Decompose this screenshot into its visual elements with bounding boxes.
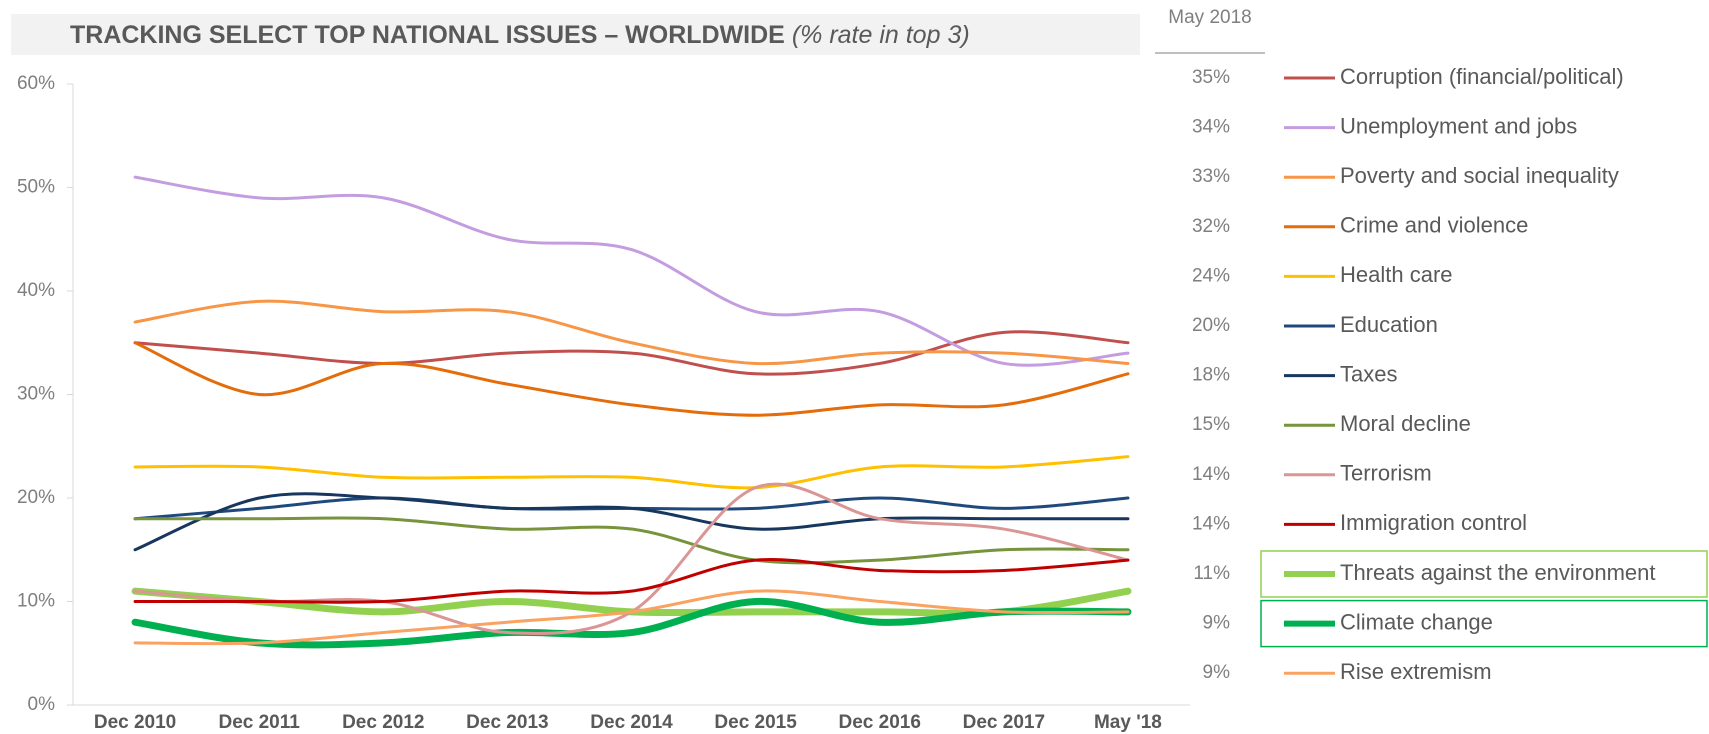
legend-label: Education — [1340, 312, 1438, 337]
series-line — [133, 299, 1130, 366]
legend-label: Rise extremism — [1340, 659, 1492, 684]
y-tick-label: 60% — [17, 73, 55, 94]
legend-value: 18% — [1192, 365, 1230, 386]
x-tick-label: Dec 2017 — [963, 712, 1045, 733]
legend-label: Crime and violence — [1340, 213, 1528, 238]
series-line — [133, 516, 1130, 565]
series-line — [133, 589, 1130, 646]
legend-label: Threats against the environment — [1340, 560, 1656, 585]
y-tick-label: 40% — [17, 280, 55, 301]
legend-label: Poverty and social inequality — [1340, 163, 1619, 188]
x-tick-label: Dec 2011 — [218, 712, 300, 733]
series-line — [133, 330, 1130, 376]
x-tick-label: Dec 2014 — [590, 712, 673, 733]
title-text: TRACKING SELECT TOP NATIONAL ISSUES – WO… — [70, 21, 785, 49]
legend-value: 9% — [1203, 662, 1231, 683]
legend-value: 15% — [1192, 414, 1230, 435]
x-tick-label: Dec 2012 — [342, 712, 424, 733]
legend-label: Immigration control — [1340, 510, 1527, 535]
x-tick-label: May '18 — [1094, 712, 1162, 733]
y-tick-label: 10% — [17, 591, 55, 612]
legend-value: 34% — [1192, 117, 1230, 138]
legend-value: 35% — [1192, 67, 1230, 88]
legend-highlight — [1260, 599, 1708, 648]
legend-value: 24% — [1192, 265, 1230, 286]
series-line — [133, 175, 1130, 367]
series-line — [133, 492, 1130, 552]
legend-value: 14% — [1192, 464, 1230, 485]
series-line — [133, 558, 1130, 604]
y-tick-label: 20% — [17, 487, 55, 508]
legend-value: 9% — [1203, 613, 1231, 634]
legend-label: Climate change — [1340, 609, 1493, 634]
series-line — [133, 341, 1130, 417]
chart-title: TRACKING SELECT TOP NATIONAL ISSUES – WO… — [70, 21, 970, 49]
legend-header: May 2018 — [1168, 7, 1251, 28]
legend-label: Health care — [1340, 262, 1453, 287]
legend-highlight — [1260, 550, 1708, 598]
legend-label: Terrorism — [1340, 461, 1432, 486]
legend-value: 32% — [1192, 216, 1230, 237]
y-tick-label: 0% — [28, 694, 56, 715]
subtitle: (% rate in top 3) — [792, 21, 970, 49]
x-tick-label: Dec 2010 — [94, 712, 176, 733]
x-tick-label: Dec 2015 — [714, 712, 797, 733]
y-tick-label: 30% — [17, 384, 55, 405]
legend-label: Moral decline — [1340, 411, 1471, 436]
x-tick-label: Dec 2013 — [466, 712, 548, 733]
legend-value: 33% — [1192, 166, 1230, 187]
legend-label: Taxes — [1340, 361, 1397, 386]
legend-value: 14% — [1192, 513, 1230, 534]
legend-label: Unemployment and jobs — [1340, 113, 1577, 138]
series-line — [131, 597, 1132, 649]
title-bar — [11, 14, 1140, 55]
legend-value: 20% — [1192, 315, 1230, 336]
x-tick-label: Dec 2016 — [839, 712, 921, 733]
legend-label: Corruption (financial/political) — [1340, 64, 1624, 89]
legend-value: 11% — [1193, 563, 1230, 584]
y-tick-label: 50% — [17, 177, 55, 198]
series-line — [133, 455, 1130, 490]
